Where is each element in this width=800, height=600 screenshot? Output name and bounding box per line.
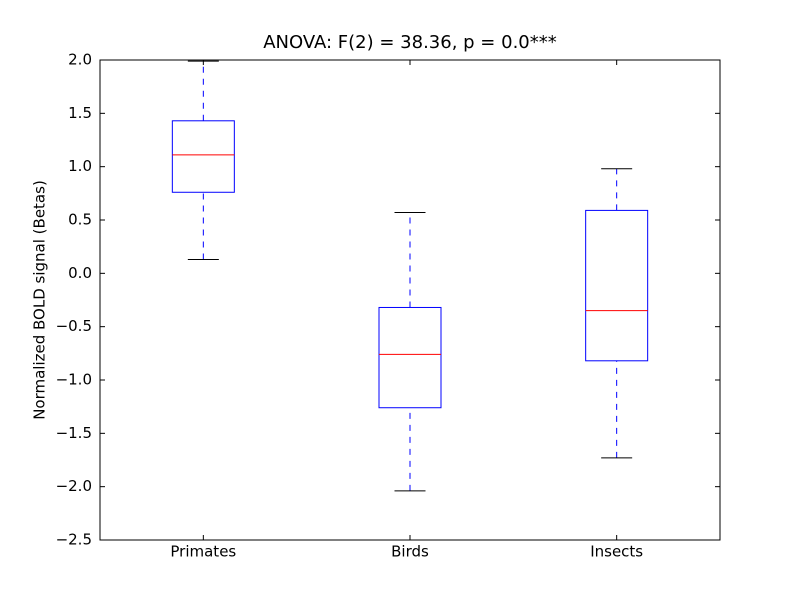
- y-axis-label: Normalized BOLD signal (Betas): [31, 180, 49, 420]
- x-tick-label: Birds: [391, 543, 429, 561]
- y-tick-label: −1.0: [56, 371, 92, 389]
- box: [171, 120, 235, 193]
- y-tick-label: 2.0: [68, 51, 92, 69]
- y-tick-label: 1.0: [68, 157, 92, 175]
- y-tick-label: −2.0: [56, 477, 92, 495]
- x-tick-label: Insects: [590, 543, 643, 561]
- y-tick-label: 0.5: [68, 211, 92, 229]
- chart-title: ANOVA: F(2) = 38.36, p = 0.0***: [263, 32, 557, 53]
- box: [585, 209, 649, 362]
- y-tick-label: 1.5: [68, 104, 92, 122]
- y-tick-label: 0.0: [68, 264, 92, 282]
- box: [378, 306, 442, 409]
- plot-frame: [99, 59, 721, 541]
- y-tick-label: −2.5: [56, 531, 92, 549]
- y-tick-label: −1.5: [56, 424, 92, 442]
- y-tick-label: −0.5: [56, 317, 92, 335]
- x-tick-label: Primates: [170, 543, 236, 561]
